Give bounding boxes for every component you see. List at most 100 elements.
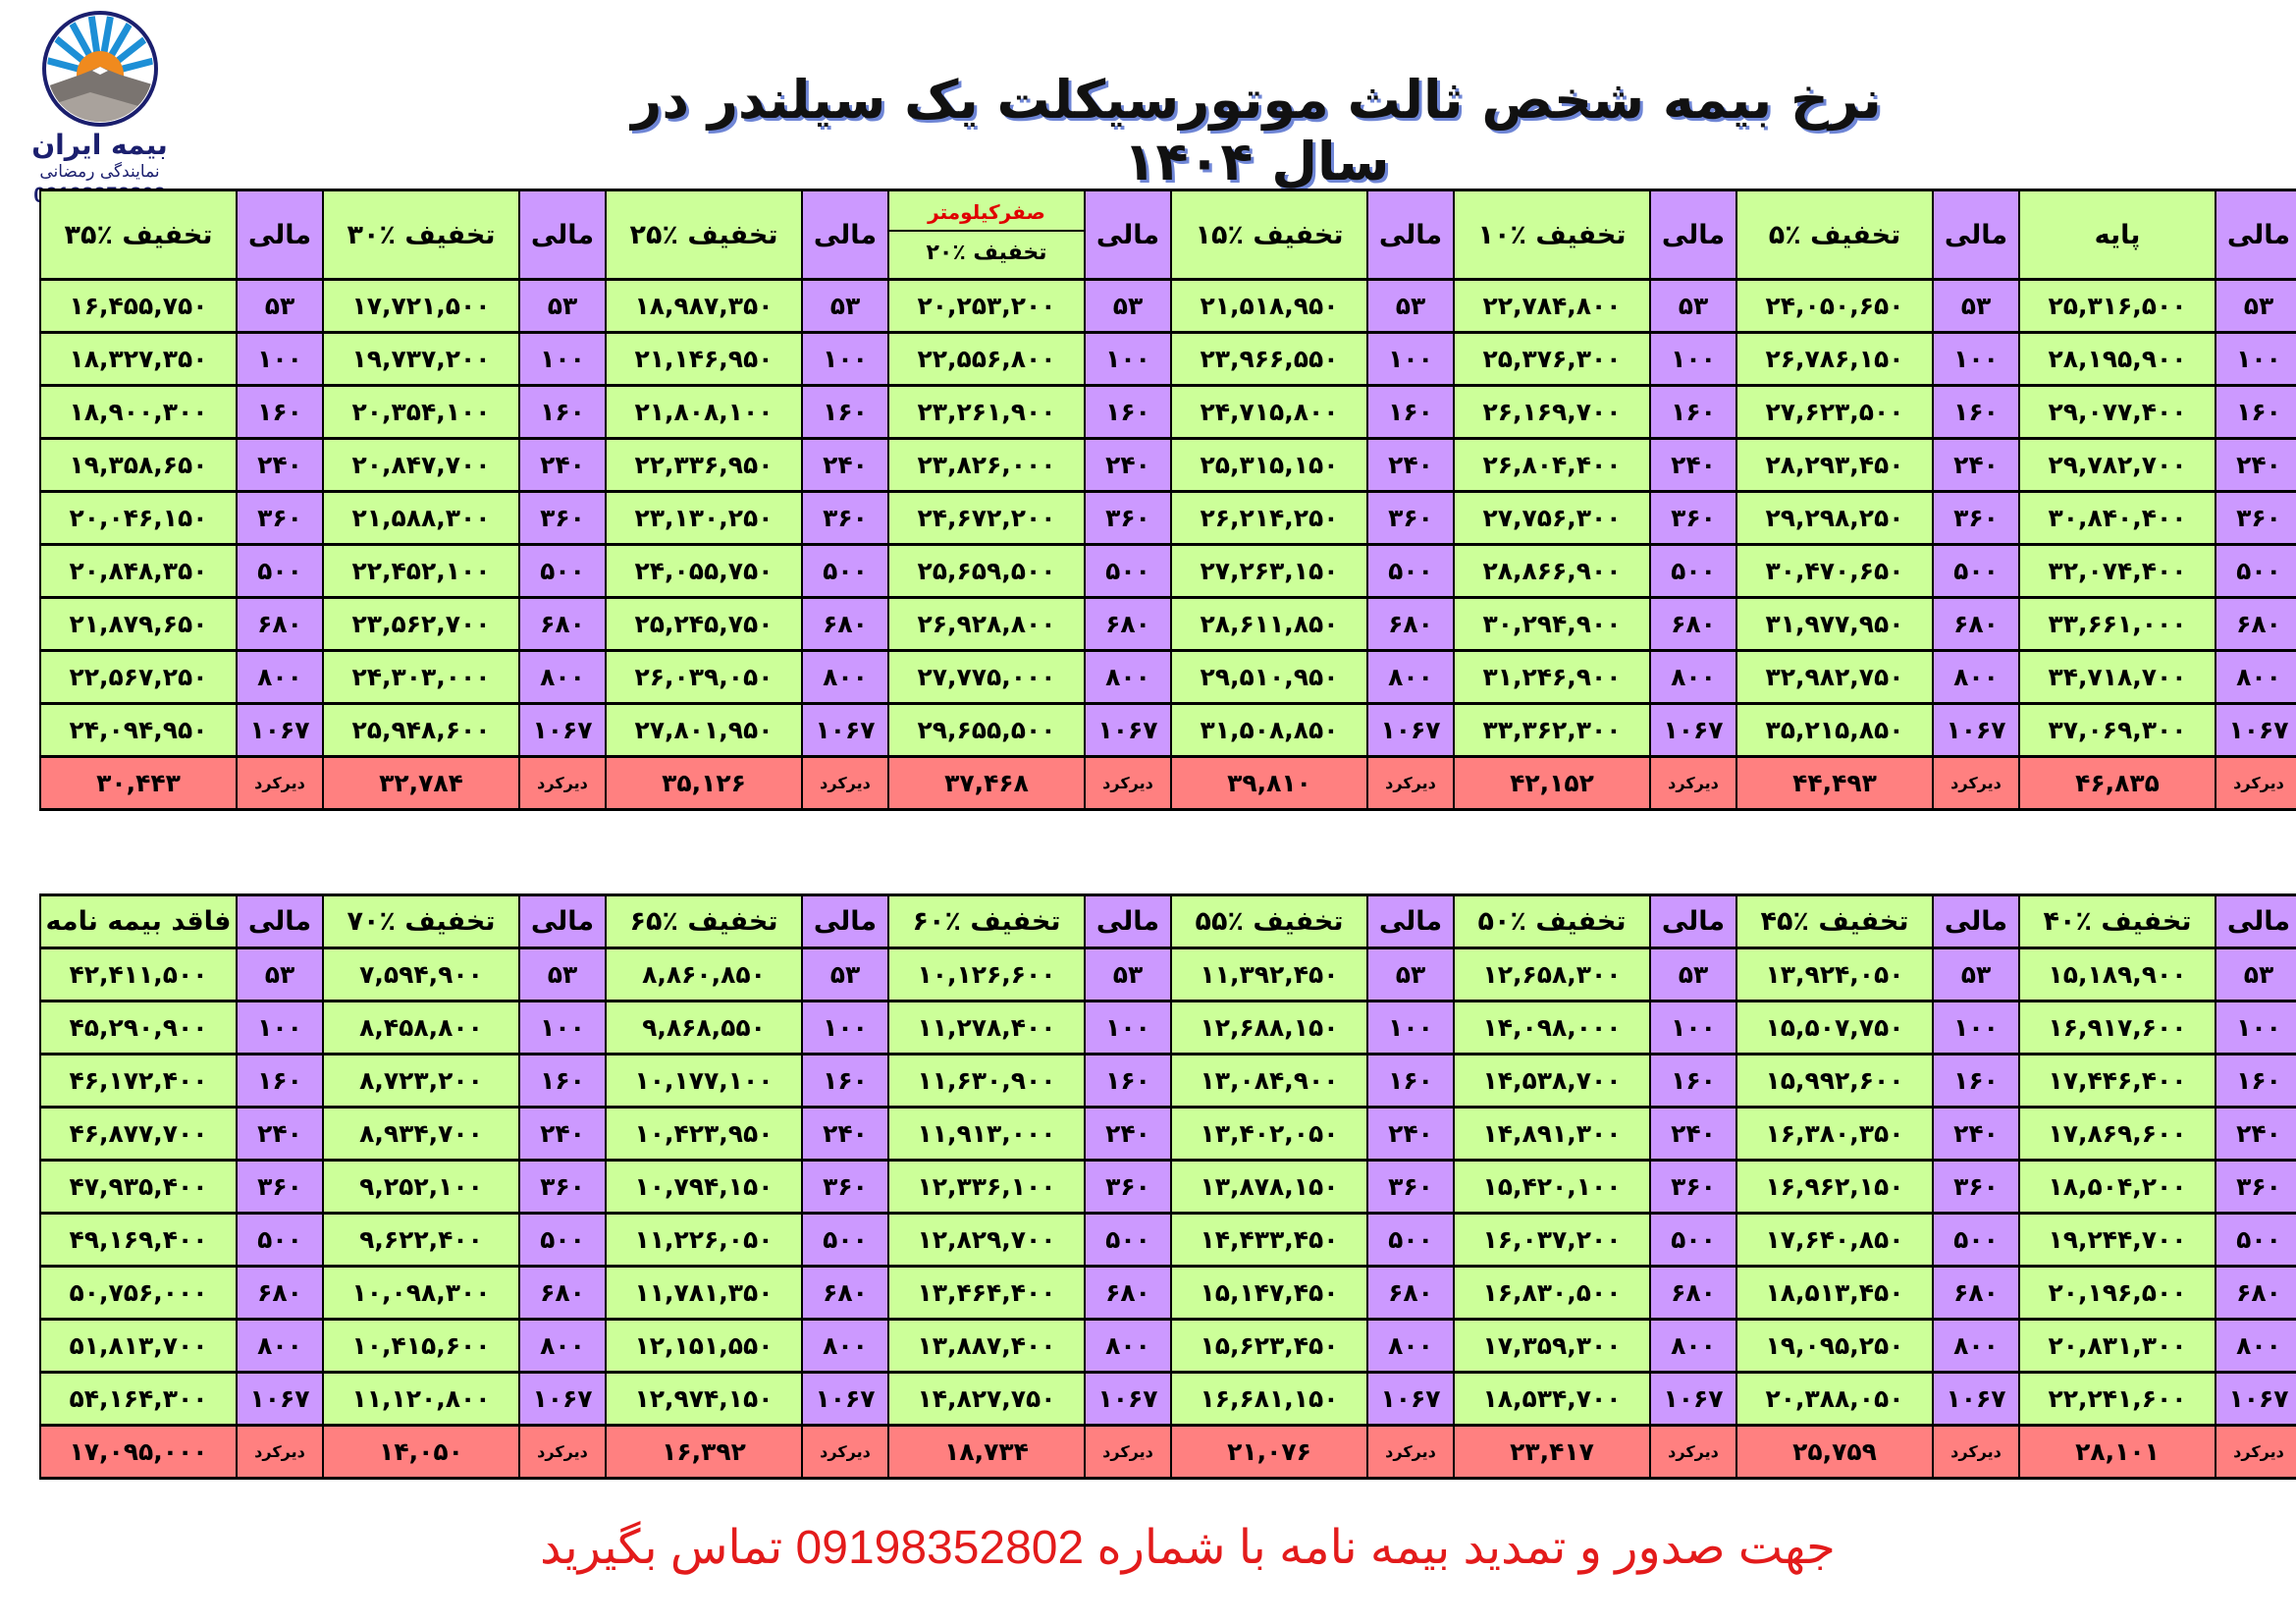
mali-cell: ۲۴۰ (518, 1106, 607, 1162)
mali-value: ۱۰۶۷ (1380, 1384, 1441, 1413)
delay-label: دیرکرد (2215, 1424, 2296, 1480)
price-cell: ۱۸,۹۰۰,۳۰۰ (39, 384, 238, 440)
mali-cell: ۱۶۰ (518, 1053, 607, 1109)
mali-value: ۱۰۰ (540, 1013, 585, 1042)
price-value: ۴۶,۱۷۲,۴۰۰ (69, 1066, 208, 1095)
price-value: ۲۶,۸۰۴,۴۰۰ (1482, 451, 1622, 479)
column-header: تخفیف ٪۱۵ (1170, 189, 1368, 281)
delay-fine-value: ۴۴,۴۹۳ (1792, 769, 1877, 797)
price-value: ۱۶,۸۳۰,۵۰۰ (1482, 1278, 1622, 1307)
mali-cell: ۸۰۰ (1932, 649, 2020, 705)
table-row: ۳۶۰ ۳۰,۸۴۰,۴۰۰ ۳۶۰ ۲۹,۲۹۸,۲۵۰ ۳۶۰ ۲۷,۷۵۶,۳۰۰ ۳… (39, 490, 2296, 546)
price-value: ۲۷,۷۷۵,۰۰۰ (917, 663, 1056, 691)
mali-value: ۱۰۶۷ (815, 1384, 876, 1413)
mali-value: ۱۰۶۷ (249, 1384, 310, 1413)
delay-fine-value: ۳۹,۸۱۰ (1227, 769, 1311, 797)
price-value: ۱۱,۲۲۶,۰۵۰ (634, 1225, 774, 1254)
delay-label: دیرکرد (1084, 1424, 1172, 1480)
price-cell: ۳۷,۰۶۹,۳۰۰ (2018, 702, 2216, 758)
column-header: تخفیف ٪۱۰ (1453, 189, 1651, 281)
column-header: تخفیف ٪۴۵ (1735, 893, 1934, 949)
mali-cell: ۳۶۰ (1366, 490, 1455, 546)
mali-value: ۱۰۰ (1953, 345, 1999, 373)
price-cell: ۲۳,۲۶۱,۹۰۰ (887, 384, 1086, 440)
price-cell: ۱۳,۰۸۴,۹۰۰ (1170, 1053, 1368, 1109)
price-cell: ۲۰,۱۹۶,۵۰۰ (2018, 1265, 2216, 1321)
mali-cell: ۱۰۶۷ (1932, 1371, 2020, 1427)
price-cell: ۲۰,۳۸۸,۰۵۰ (1735, 1371, 1934, 1427)
mali-value: ۱۶۰ (1388, 398, 1433, 426)
mali-value: ۵۳ (1960, 292, 1992, 320)
mali-cell: ۵۳ (236, 947, 324, 1002)
table-row: ۵۳ ۲۵,۳۱۶,۵۰۰ ۵۳ ۲۴,۰۵۰,۶۵۰ ۵۳ ۲۲,۷۸۴,۸۰۰ ۵۳ ۲۱… (39, 278, 2296, 334)
mali-cell: ۶۸۰ (236, 1265, 324, 1321)
mali-value: ۵۳ (264, 960, 295, 989)
mali-value: ۶۸۰ (540, 1278, 585, 1307)
price-value: ۲۰,۰۴۶,۱۵۰ (69, 504, 208, 532)
mali-cell: ۱۶۰ (1084, 384, 1172, 440)
price-cell: ۱۲,۹۷۴,۱۵۰ (605, 1371, 803, 1427)
mali-value: ۳۶۰ (2236, 504, 2281, 532)
price-cell: ۲۲,۵۶۷,۲۵۰ (39, 649, 238, 705)
mali-cell: ۱۰۶۷ (801, 702, 889, 758)
delay-fine-cell: ۲۵,۷۵۹ (1735, 1424, 1934, 1480)
price-value: ۱۴,۸۹۱,۳۰۰ (1482, 1119, 1622, 1148)
price-value: ۲۷,۶۲۳,۵۰۰ (1765, 398, 1904, 426)
mali-value: ۵۰۰ (823, 557, 868, 585)
price-value: ۲۱,۸۷۹,۶۵۰ (69, 610, 208, 638)
price-cell: ۱۷,۷۲۱,۵۰۰ (322, 278, 520, 334)
mali-cell: ۱۰۰ (2215, 331, 2296, 387)
mali-value: ۵۰۰ (1953, 1225, 1999, 1254)
price-value: ۲۲,۵۵۶,۸۰۰ (917, 345, 1056, 373)
column-header: تخفیف ٪۵ (1735, 189, 1934, 281)
price-cell: ۱۳,۴۰۲,۰۵۰ (1170, 1106, 1368, 1162)
mali-value: ۶۸۰ (540, 610, 585, 638)
mali-value: ۵۳ (1678, 292, 1709, 320)
price-cell: ۱۷,۴۴۶,۴۰۰ (2018, 1053, 2216, 1109)
mali-value: ۳۶۰ (1105, 504, 1150, 532)
price-value: ۱۳,۸۷۸,۱۵۰ (1200, 1172, 1339, 1201)
mali-value: ۱۶۰ (1953, 1066, 1999, 1095)
mali-cell: ۲۴۰ (1649, 1106, 1737, 1162)
mali-value: ۱۰۶۷ (249, 716, 310, 744)
price-value: ۳۰,۸۴۰,۴۰۰ (2048, 504, 2187, 532)
mali-value: ۸۰۰ (540, 1331, 585, 1360)
price-value: ۲۵,۹۴۸,۶۰۰ (351, 716, 491, 744)
price-cell: ۳۰,۴۷۰,۶۵۰ (1735, 543, 1934, 599)
price-value: ۱۱,۳۹۲,۴۵۰ (1200, 960, 1339, 989)
mali-cell: ۱۶۰ (1084, 1053, 1172, 1109)
price-cell: ۵۴,۱۶۴,۳۰۰ (39, 1371, 238, 1427)
mali-cell: ۲۴۰ (1932, 437, 2020, 493)
price-cell: ۱۰,۱۷۷,۱۰۰ (605, 1053, 803, 1109)
mali-cell: ۶۸۰ (801, 1265, 889, 1321)
price-value: ۷,۵۹۴,۹۰۰ (359, 960, 483, 989)
mali-value: ۳۶۰ (823, 1172, 868, 1201)
mali-cell: ۵۳ (1932, 947, 2020, 1002)
price-cell: ۲۴,۷۱۵,۸۰۰ (1170, 384, 1368, 440)
mali-cell: ۱۰۶۷ (1084, 1371, 1172, 1427)
price-cell: ۱۷,۸۶۹,۶۰۰ (2018, 1106, 2216, 1162)
price-cell: ۱۱,۷۸۱,۳۵۰ (605, 1265, 803, 1321)
mali-cell: ۸۰۰ (1649, 1318, 1737, 1374)
delay-fine-value: ۳۷,۴۶۸ (944, 769, 1029, 797)
price-value: ۴۶,۸۷۷,۷۰۰ (69, 1119, 208, 1148)
price-cell: ۱۷,۳۵۹,۳۰۰ (1453, 1318, 1651, 1374)
mali-value: ۲۴۰ (257, 1119, 302, 1148)
price-value: ۱۵,۱۸۹,۹۰۰ (2048, 960, 2187, 989)
price-cell: ۱۱,۹۱۳,۰۰۰ (887, 1106, 1086, 1162)
price-cell: ۲۰,۲۵۳,۲۰۰ (887, 278, 1086, 334)
delay-fine-cell: ۳۹,۸۱۰ (1170, 755, 1368, 811)
price-value: ۲۰,۸۴۷,۷۰۰ (351, 451, 491, 479)
price-value: ۱۷,۶۴۰,۸۵۰ (1765, 1225, 1904, 1254)
price-cell: ۴۹,۱۶۹,۴۰۰ (39, 1212, 238, 1268)
price-cell: ۱۱,۱۲۰,۸۰۰ (322, 1371, 520, 1427)
mali-value: ۶۸۰ (257, 610, 302, 638)
price-cell: ۲۲,۷۸۴,۸۰۰ (1453, 278, 1651, 334)
mali-value: ۲۴۰ (1388, 451, 1433, 479)
mali-cell: ۱۰۶۷ (518, 1371, 607, 1427)
mali-value: ۱۶۰ (2236, 398, 2281, 426)
delay-label: دیرکرد (801, 755, 889, 811)
price-cell: ۲۴,۶۷۲,۲۰۰ (887, 490, 1086, 546)
mali-header: مالی (1366, 189, 1455, 281)
price-cell: ۱۸,۳۲۷,۳۵۰ (39, 331, 238, 387)
